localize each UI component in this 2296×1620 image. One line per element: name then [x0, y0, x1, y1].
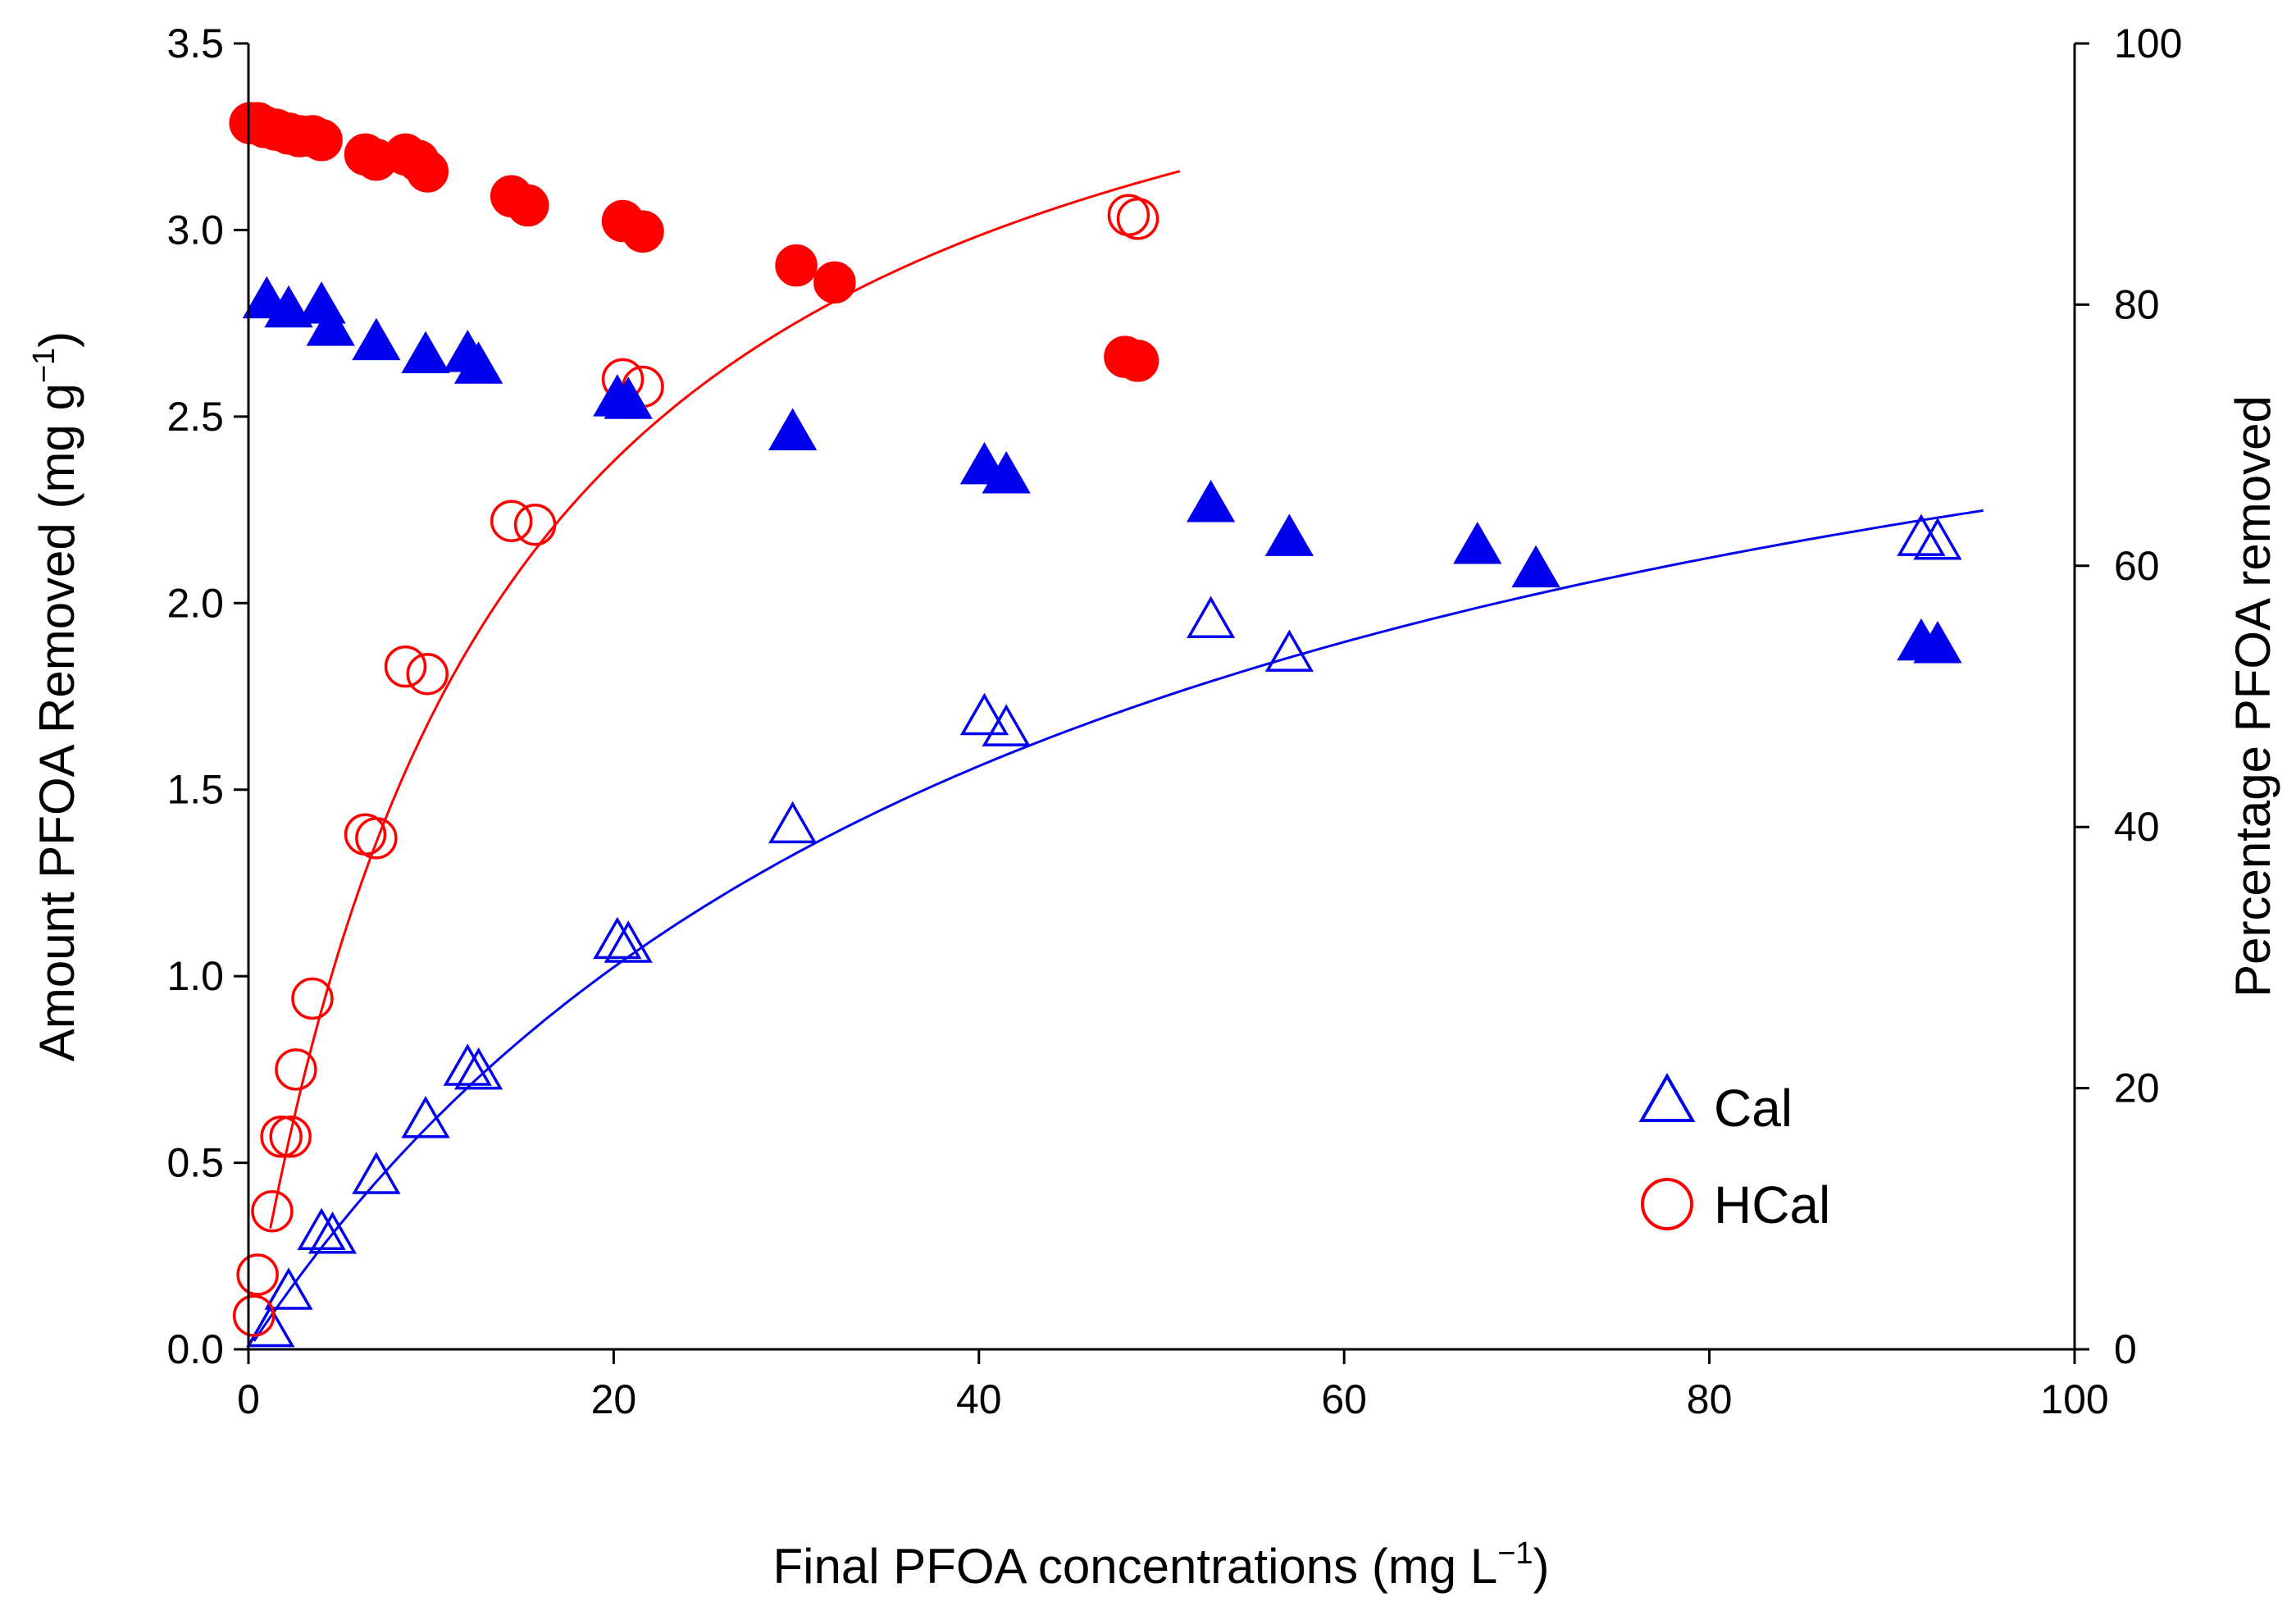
y-tick-label: 3.0: [166, 207, 224, 253]
y-tick-label: 0.5: [166, 1140, 224, 1186]
hcal-point: [490, 500, 533, 542]
y2-tick-label: 100: [2114, 21, 2182, 66]
hcal-removed-point: [1116, 340, 1159, 382]
cal-point: [246, 1304, 295, 1348]
y-axis-title: Amount PFOA Removed (mg g−1): [27, 331, 84, 1061]
legend-hcal-label: HCal: [1714, 1175, 1830, 1234]
cal-point: [443, 1043, 492, 1086]
cal-point: [308, 1212, 358, 1254]
cal-removed-point: [982, 451, 1031, 494]
hcal-point: [355, 817, 398, 860]
y2-axis-title: Percentage PFOA removed: [2225, 395, 2280, 997]
hcal-point: [513, 504, 557, 546]
hcal-removed-point: [775, 244, 818, 287]
cal-point: [593, 916, 642, 960]
cal-point: [453, 1047, 503, 1090]
hcal-point: [236, 1253, 279, 1296]
hcal-removed-point: [300, 119, 343, 162]
cal-point: [401, 1096, 450, 1139]
cal-removed-point: [1913, 620, 1962, 664]
y2-tick-label: 0: [2114, 1326, 2137, 1372]
hcal-point: [291, 977, 334, 1020]
hcal-removed-point: [406, 150, 449, 193]
fit-curve-hcal-fit: [269, 170, 1181, 1229]
cal-point: [959, 692, 1009, 736]
y-tick-label: 1.5: [166, 767, 224, 813]
hcal-point: [260, 1115, 303, 1158]
x-tick-label: 60: [1321, 1376, 1367, 1422]
hcal-point: [384, 645, 427, 688]
cal-point: [604, 920, 653, 963]
hcal-removed-point: [506, 184, 549, 227]
cal-removed-point: [1264, 513, 1314, 556]
hcal-point: [232, 1294, 276, 1337]
legend-hcal-marker: [1641, 1178, 1693, 1230]
legend-cal-label: Cal: [1714, 1079, 1793, 1138]
x-tick-label: 40: [956, 1376, 1002, 1422]
cal-point: [352, 1152, 401, 1194]
hcal-point: [269, 1115, 312, 1158]
cal-removed-point: [1187, 480, 1236, 523]
cal-removed-point: [1453, 522, 1502, 564]
y-tick-label: 2.5: [166, 394, 224, 440]
hcal-point: [251, 1189, 294, 1233]
x-tick-label: 0: [237, 1376, 260, 1422]
x-axis-title: Final PFOA concentrations (mg L−1): [772, 1536, 1549, 1594]
cal-point: [297, 1207, 346, 1250]
cal-point: [1913, 518, 1962, 560]
y2-tick-label: 60: [2114, 543, 2160, 589]
cal-removed-point: [401, 331, 450, 374]
cal-removed-point: [604, 376, 653, 419]
y-tick-label: 0.0: [166, 1326, 224, 1372]
y2-tick-label: 20: [2114, 1066, 2160, 1111]
x-tick-label: 80: [1687, 1376, 1733, 1422]
hcal-removed-point: [622, 210, 664, 253]
ticks: 0 20 40 60 80 100 0.0 0.5 1.0 1.5 2.0 2.5 3.0 3.5 0 20 4…: [166, 21, 2182, 1422]
hcal-removed-point: [813, 261, 856, 304]
cal-point: [1897, 513, 1946, 556]
fit-curve-cal-fit: [253, 509, 1984, 1342]
y2-tick-label: 80: [2114, 281, 2160, 327]
y-tick-label: 2.0: [166, 580, 224, 626]
hcal-point: [1116, 198, 1159, 240]
legend: Cal HCal: [1638, 1072, 1830, 1234]
y2-tick-label: 40: [2114, 804, 2160, 850]
hcal-point: [275, 1048, 317, 1091]
cal-point: [1187, 596, 1236, 638]
x-tick-label: 100: [2040, 1376, 2108, 1422]
data-points: [229, 102, 1962, 1348]
cal-point: [982, 704, 1031, 746]
cal-point: [264, 1267, 313, 1310]
y-tick-label: 1.0: [166, 953, 224, 999]
cal-point: [768, 801, 818, 844]
cal-removed-point: [264, 285, 313, 328]
axes: [247, 43, 2076, 1351]
cal-removed-point: [768, 408, 818, 450]
fit-curves: [253, 170, 1984, 1342]
y-tick-label: 3.5: [166, 21, 224, 66]
hcal-point: [406, 652, 449, 696]
cal-removed-point: [1511, 545, 1560, 588]
cal-removed-point: [352, 317, 401, 361]
x-tick-label: 20: [591, 1376, 637, 1422]
cal-removed-point: [453, 341, 503, 384]
cal-point: [1264, 629, 1314, 672]
cal-removed-point: [306, 303, 355, 346]
legend-cal-marker: [1638, 1072, 1696, 1122]
